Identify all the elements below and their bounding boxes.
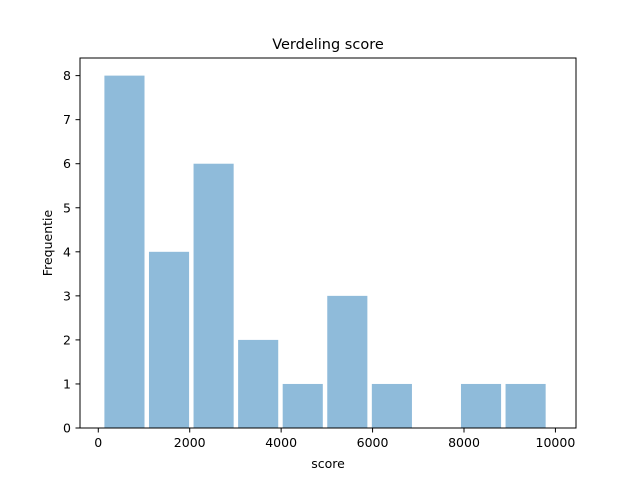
histogram-bar-2 <box>148 251 190 428</box>
x-tick-label: 8000 <box>448 435 480 450</box>
histogram-bar-1 <box>104 75 145 428</box>
x-tick-label: 2000 <box>174 435 206 450</box>
histogram-bar-5 <box>282 383 323 428</box>
histogram-bar-6 <box>327 295 368 428</box>
plot-frame <box>79 57 577 429</box>
bars-layer <box>104 75 546 428</box>
x-tick-label: 6000 <box>357 435 389 450</box>
x-tick-label: 0 <box>94 435 102 450</box>
histogram-bar-10 <box>505 383 546 428</box>
chart-title: Verdeling score <box>272 37 384 53</box>
y-tick-label: 5 <box>63 200 71 215</box>
y-tick-label: 6 <box>63 156 71 171</box>
y-tick-label: 4 <box>63 244 71 259</box>
histogram-bar-3 <box>193 163 234 428</box>
histogram-bar-4 <box>238 339 279 428</box>
histogram-bar-9 <box>460 383 502 428</box>
y-axis-label: Frequentie <box>40 210 55 277</box>
y-tick-label: 7 <box>63 112 71 127</box>
y-tick-label: 1 <box>63 376 71 391</box>
y-tick-label: 3 <box>63 288 71 303</box>
histogram-bar-7 <box>371 383 412 428</box>
y-tick-label: 8 <box>63 68 71 83</box>
x-tick-label: 4000 <box>265 435 297 450</box>
y-tick-label: 2 <box>63 332 71 347</box>
x-tick-label: 10000 <box>536 435 576 450</box>
y-tick-label: 0 <box>63 421 71 436</box>
y-axis: 0 1 2 3 4 5 6 7 8 <box>63 68 80 436</box>
x-axis-label: score <box>311 456 345 471</box>
x-axis: 0 2000 4000 6000 8000 10000 <box>94 428 575 450</box>
